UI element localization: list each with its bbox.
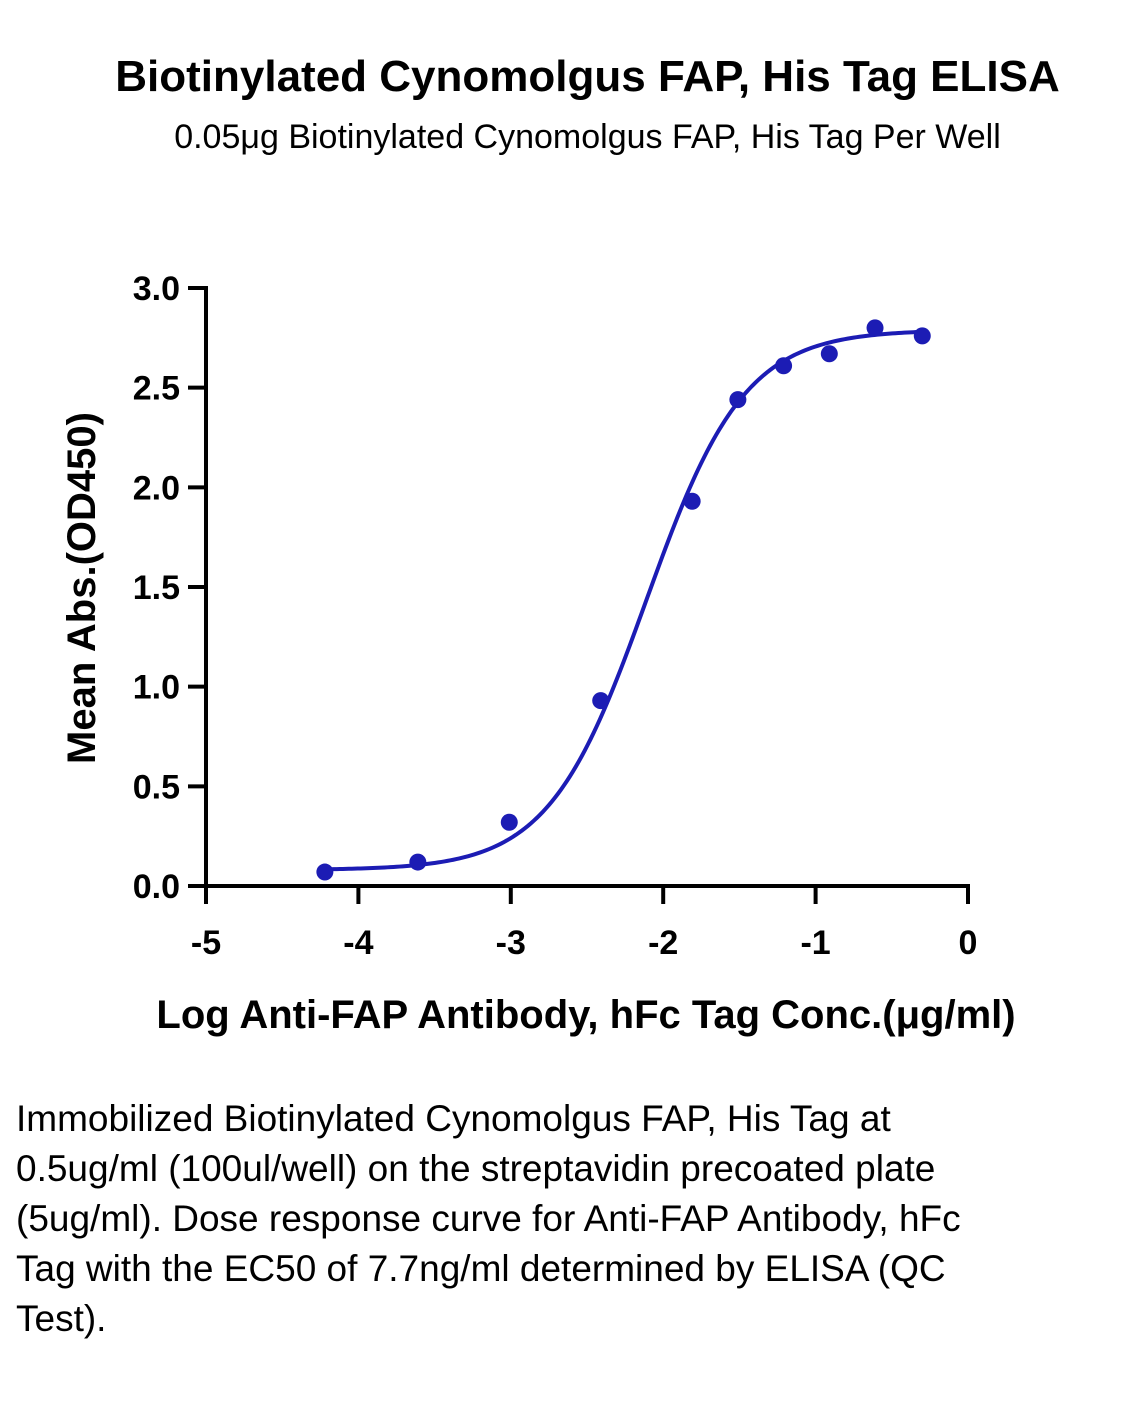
y-tick-label: 2.0 — [133, 469, 180, 507]
x-tick-label: 0 — [959, 924, 978, 962]
chart-title: Biotinylated Cynomolgus FAP, His Tag ELI… — [115, 52, 1060, 101]
x-tick-label: -4 — [343, 924, 373, 962]
fit-curve — [324, 329, 923, 872]
x-tick-label: -3 — [496, 924, 526, 962]
data-point — [820, 345, 838, 363]
data-point — [775, 357, 793, 375]
y-tick-label: 1.0 — [133, 669, 180, 707]
data-point — [866, 319, 884, 337]
data-point — [729, 391, 747, 409]
fit-curve-group — [324, 329, 923, 872]
x-tick-label: -2 — [648, 924, 678, 962]
y-tick-label: 1.5 — [133, 569, 180, 607]
data-point — [913, 327, 931, 345]
data-point — [500, 813, 518, 831]
y-axis-label: Mean Abs.(OD450) — [60, 412, 104, 764]
data-point — [592, 692, 610, 710]
y-tick-label: 3.0 — [133, 270, 180, 308]
y-tick-label: 0.5 — [133, 768, 180, 806]
data-points — [316, 319, 931, 881]
x-tick-label: -5 — [191, 924, 221, 962]
axes: 0.0 0.5 1.0 1.5 2.0 2.5 3.0 -5 -4 -3 -2 -1 0 — [133, 270, 978, 962]
chart-plot: 0.0 0.5 1.0 1.5 2.0 2.5 3.0 -5 -4 -3 -2 -1 0 Mean Ab… — [60, 270, 1016, 1037]
y-tick-label: 2.5 — [133, 370, 180, 408]
figure-caption: Immobilized Biotinylated Cynomolgus FAP,… — [16, 1098, 961, 1339]
data-point — [316, 863, 334, 881]
y-tick-label: 0.0 — [133, 868, 180, 906]
x-tick-label: -1 — [800, 924, 830, 962]
x-axis-label: Log Anti-FAP Antibody, hFc Tag Conc.(μg/… — [156, 993, 1015, 1037]
chart-subtitle: 0.05μg Biotinylated Cynomolgus FAP, His … — [174, 118, 1001, 156]
data-point — [683, 492, 701, 510]
data-point — [409, 853, 427, 871]
